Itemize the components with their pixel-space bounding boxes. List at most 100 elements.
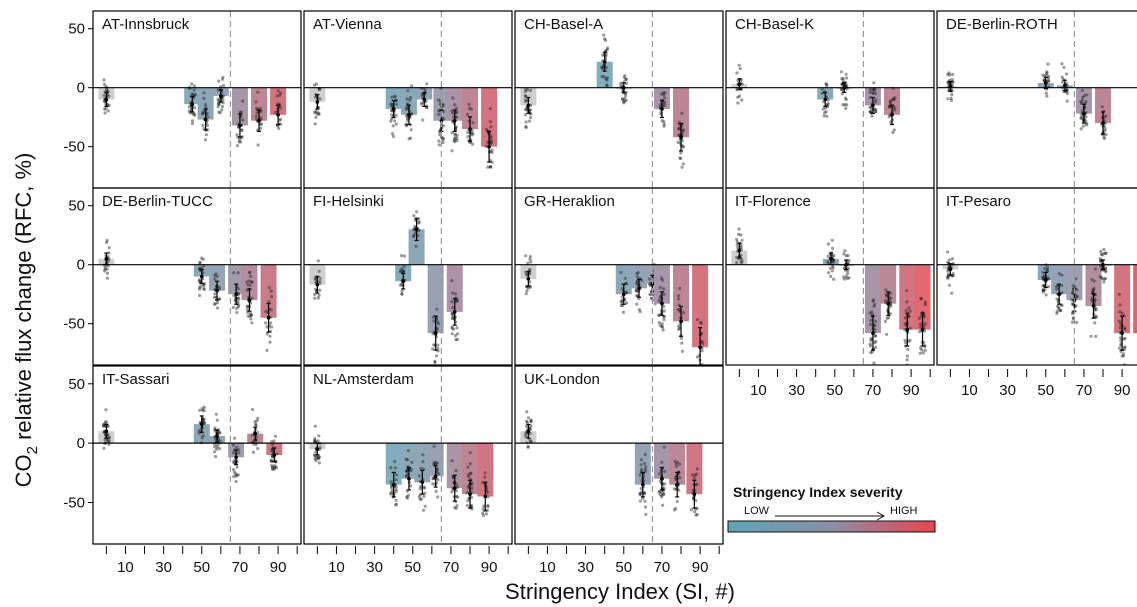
- data-point: [700, 349, 704, 353]
- data-point: [660, 119, 664, 123]
- data-point: [316, 112, 320, 116]
- data-point: [410, 84, 414, 88]
- data-point: [451, 96, 455, 100]
- data-point: [1057, 272, 1061, 276]
- data-point: [622, 76, 627, 80]
- data-point: [873, 323, 877, 327]
- data-point: [1104, 251, 1108, 256]
- panel-title: CH-Basel-A: [524, 16, 603, 33]
- data-point: [450, 312, 454, 316]
- data-point: [269, 308, 273, 312]
- data-point: [270, 449, 274, 453]
- data-point: [271, 466, 275, 470]
- data-point: [456, 332, 460, 336]
- data-point: [918, 351, 922, 355]
- bar: [260, 264, 277, 318]
- data-point: [107, 257, 111, 261]
- data-point: [232, 470, 236, 474]
- data-point: [265, 348, 269, 352]
- data-point: [454, 132, 458, 136]
- data-point: [692, 476, 696, 480]
- data-point: [451, 316, 455, 320]
- data-point: [1102, 252, 1106, 256]
- data-point: [197, 293, 202, 298]
- data-point: [391, 124, 395, 128]
- data-point: [1047, 277, 1051, 281]
- data-point: [418, 487, 422, 491]
- data-point: [470, 481, 474, 485]
- data-point: [889, 304, 893, 308]
- mean-point: [247, 298, 252, 302]
- data-point: [1041, 73, 1045, 77]
- data-point: [1102, 136, 1107, 141]
- data-point: [663, 469, 667, 473]
- data-point: [1045, 268, 1049, 272]
- data-point: [313, 438, 317, 442]
- data-point: [1041, 275, 1045, 279]
- data-point: [254, 422, 258, 426]
- data-point: [451, 475, 455, 479]
- data-point: [467, 102, 471, 106]
- data-point: [529, 88, 533, 93]
- data-point: [872, 328, 877, 332]
- data-point: [314, 109, 318, 113]
- data-point: [1123, 346, 1127, 350]
- data-point: [454, 299, 458, 304]
- data-point: [273, 434, 278, 438]
- data-point: [393, 466, 397, 470]
- data-point: [662, 445, 666, 449]
- data-point: [102, 93, 106, 97]
- data-point: [489, 141, 493, 146]
- data-point: [218, 111, 222, 115]
- y-tick-label: 0: [77, 80, 85, 97]
- data-point: [400, 267, 404, 271]
- data-point: [624, 290, 629, 295]
- data-point: [214, 412, 218, 416]
- data-point: [402, 254, 407, 258]
- data-point: [415, 210, 419, 214]
- data-point: [471, 121, 475, 125]
- mean-point: [266, 316, 271, 320]
- data-point: [662, 486, 666, 490]
- data-point: [455, 504, 459, 508]
- data-point: [316, 456, 320, 460]
- data-point: [187, 109, 191, 113]
- data-point: [273, 464, 277, 468]
- data-point: [830, 269, 834, 273]
- data-point: [394, 98, 398, 103]
- data-point: [235, 306, 239, 310]
- data-point: [634, 289, 638, 293]
- data-point: [736, 101, 740, 105]
- data-point: [1042, 289, 1046, 293]
- x-tick-label: 10: [539, 559, 556, 576]
- data-point: [623, 74, 627, 78]
- bar: [446, 87, 463, 121]
- data-point: [217, 102, 221, 106]
- data-point: [259, 116, 263, 120]
- data-point: [639, 463, 643, 467]
- data-point: [739, 78, 743, 82]
- bar: [1075, 87, 1092, 114]
- data-point: [638, 310, 642, 314]
- data-point: [528, 426, 532, 430]
- data-point: [270, 440, 274, 444]
- bar: [400, 443, 417, 479]
- data-point: [236, 299, 240, 304]
- data-point: [404, 474, 408, 478]
- data-point: [679, 336, 683, 340]
- panel-fi-helsinki: FI-Helsinki: [303, 187, 513, 366]
- mean-point: [257, 118, 261, 123]
- data-point: [401, 269, 405, 274]
- data-point: [662, 315, 666, 319]
- data-point: [432, 462, 436, 466]
- data-point: [658, 323, 662, 328]
- data-point: [525, 88, 530, 92]
- data-point: [405, 97, 409, 101]
- bar: [880, 264, 897, 304]
- data-point: [390, 102, 394, 106]
- data-point: [254, 114, 258, 118]
- mean-point: [104, 97, 109, 102]
- data-point: [739, 253, 743, 257]
- data-point: [643, 505, 648, 509]
- bar: [231, 87, 248, 126]
